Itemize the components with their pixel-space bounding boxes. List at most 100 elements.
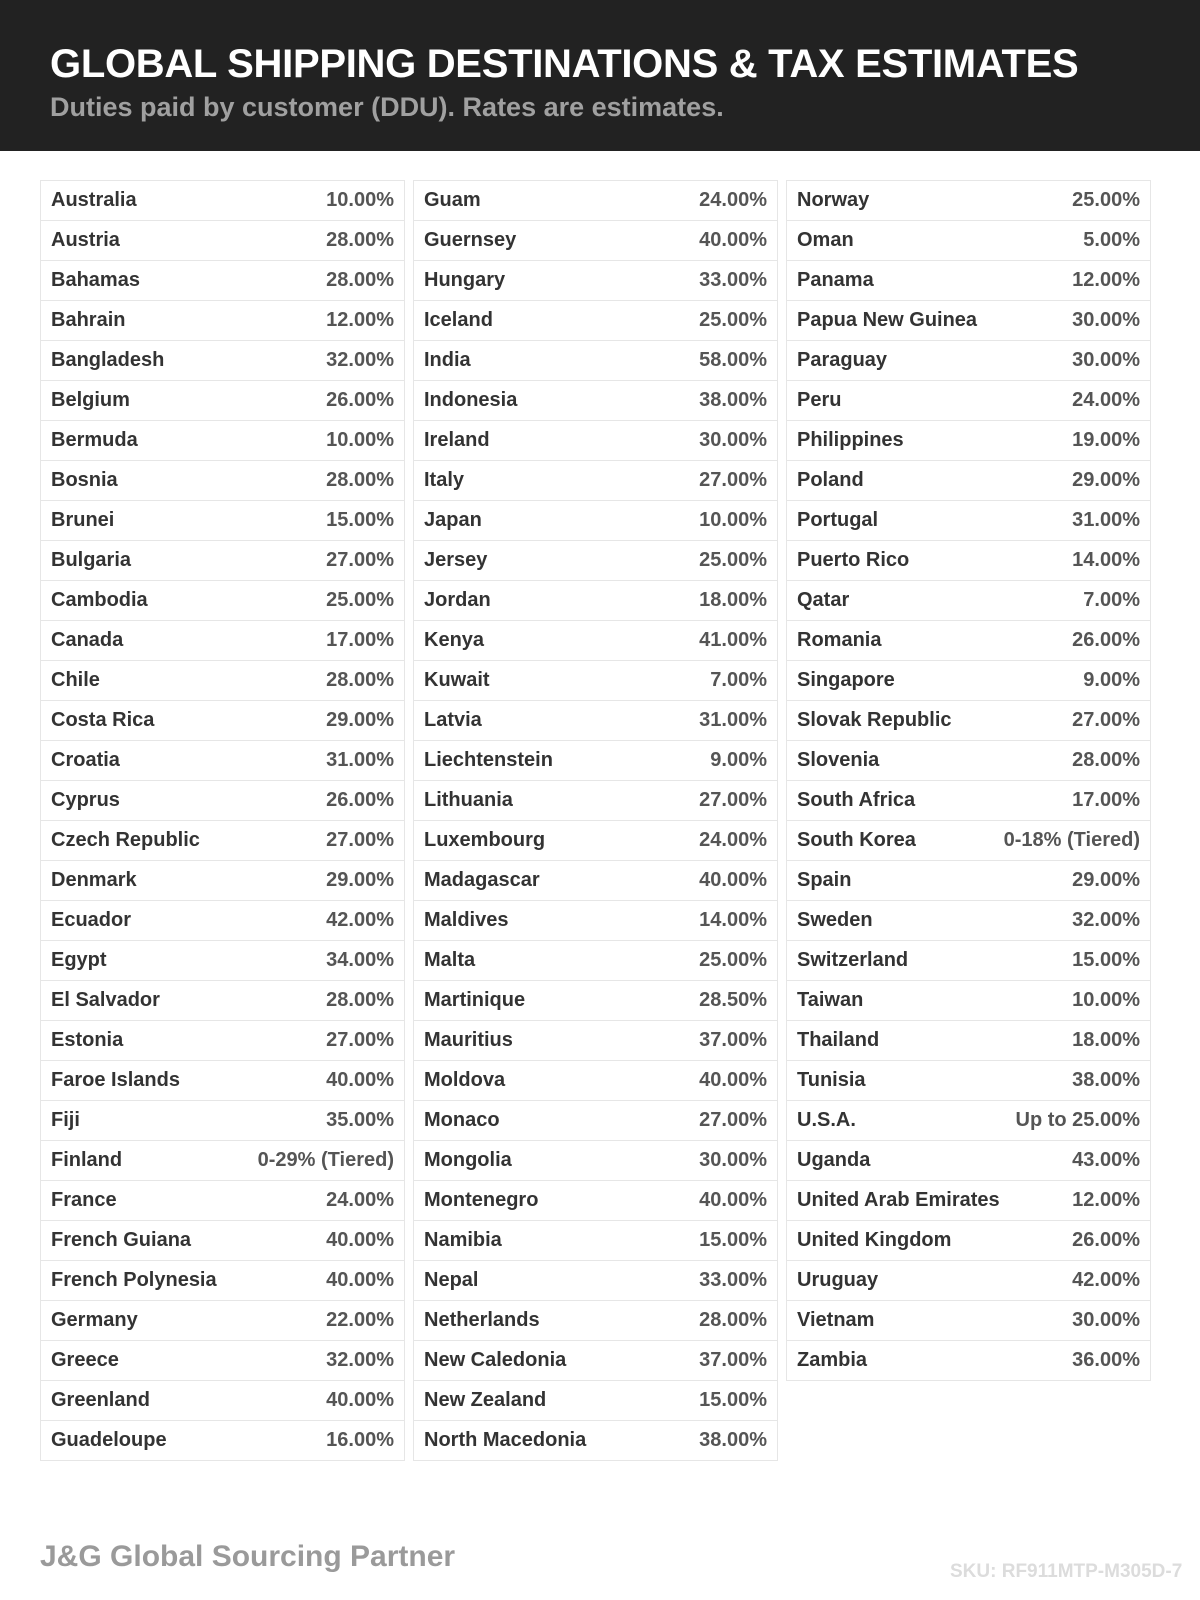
table-row: Finland 0-29% (Tiered)	[41, 1141, 404, 1181]
tax-rate: 30.00%	[699, 1149, 767, 1171]
tax-rate: 42.00%	[326, 909, 394, 931]
country-name: Papua New Guinea	[797, 309, 978, 331]
tax-rate: 25.00%	[699, 949, 767, 971]
country-name: Lithuania	[424, 789, 513, 811]
country-name: Kenya	[424, 629, 485, 651]
country-name: Moldova	[424, 1069, 506, 1091]
country-name: Martinique	[424, 989, 526, 1011]
tax-rate: 25.00%	[326, 589, 394, 611]
tax-rate: 15.00%	[699, 1229, 767, 1251]
country-name: Romania	[797, 629, 882, 651]
tax-rate: 36.00%	[1072, 1349, 1140, 1371]
country-name: Finland	[51, 1149, 123, 1171]
country-name: Iceland	[424, 309, 493, 331]
table-row: France 24.00%	[41, 1181, 404, 1221]
country-name: Norway	[797, 189, 870, 211]
country-name: Namibia	[424, 1229, 502, 1251]
country-name: Bulgaria	[51, 549, 132, 571]
table-row: Montenegro 40.00%	[414, 1181, 777, 1221]
country-name: Mauritius	[424, 1029, 513, 1051]
table-row: Vietnam 30.00%	[787, 1301, 1150, 1341]
country-name: Nepal	[424, 1269, 479, 1291]
table-row: Ecuador 42.00%	[41, 901, 404, 941]
tax-rate: 38.00%	[1072, 1069, 1140, 1091]
table-row: Maldives 14.00%	[414, 901, 777, 941]
tax-rate: 24.00%	[1072, 389, 1140, 411]
table-row: Latvia 31.00%	[414, 701, 777, 741]
country-name: Canada	[51, 629, 124, 651]
country-name: Luxembourg	[424, 829, 546, 851]
country-name: Greece	[51, 1349, 119, 1371]
tax-rate: 27.00%	[699, 469, 767, 491]
table-row: Namibia 15.00%	[414, 1221, 777, 1261]
tax-rate: 40.00%	[326, 1069, 394, 1091]
tax-rate: 28.00%	[1072, 749, 1140, 771]
country-name: Brunei	[51, 509, 115, 531]
country-name: Japan	[424, 509, 482, 531]
table-row: Brunei 15.00%	[41, 501, 404, 541]
country-name: Guam	[424, 189, 481, 211]
table-row: Portugal 31.00%	[787, 501, 1150, 541]
tax-rate: 40.00%	[699, 1069, 767, 1091]
tax-rate: 31.00%	[1072, 509, 1140, 531]
table-row: Cambodia 25.00%	[41, 581, 404, 621]
country-name: Switzerland	[797, 949, 909, 971]
table-row: Jersey 25.00%	[414, 541, 777, 581]
tax-rate: 28.00%	[326, 989, 394, 1011]
table-row: Uruguay 42.00%	[787, 1261, 1150, 1301]
country-name: Spain	[797, 869, 852, 891]
tax-rate: 27.00%	[326, 549, 394, 571]
country-name: El Salvador	[51, 989, 160, 1011]
table-row: Slovenia 28.00%	[787, 741, 1150, 781]
country-name: South Africa	[797, 789, 916, 811]
table-row: Taiwan 10.00%	[787, 981, 1150, 1021]
country-name: Mongolia	[424, 1149, 512, 1171]
table-row: Mauritius 37.00%	[414, 1021, 777, 1061]
tax-rate: 18.00%	[699, 589, 767, 611]
country-name: Guadeloupe	[51, 1429, 167, 1451]
rates-column-1: Australia 10.00% Austria 28.00% Bahamas 28.00…	[40, 180, 405, 1461]
tax-rate: 32.00%	[1072, 909, 1140, 931]
country-name: Ireland	[424, 429, 490, 451]
tax-rate: 27.00%	[1072, 709, 1140, 731]
tax-rate: 12.00%	[1072, 269, 1140, 291]
table-row: Italy 27.00%	[414, 461, 777, 501]
country-name: Uganda	[797, 1149, 871, 1171]
tax-rate: 26.00%	[1072, 1229, 1140, 1251]
tax-rate: 26.00%	[1072, 629, 1140, 651]
country-name: Peru	[797, 389, 842, 411]
country-name: Singapore	[797, 669, 895, 691]
table-row: Ireland 30.00%	[414, 421, 777, 461]
tax-rate: 24.00%	[699, 189, 767, 211]
table-row: Kenya 41.00%	[414, 621, 777, 661]
table-row: French Polynesia 40.00%	[41, 1261, 404, 1301]
tax-rate: Up to 25.00%	[1015, 1109, 1140, 1131]
country-name: New Zealand	[424, 1389, 547, 1411]
country-name: U.S.A.	[797, 1109, 856, 1131]
table-row: South Korea 0-18% (Tiered)	[787, 821, 1150, 861]
country-name: Cyprus	[51, 789, 120, 811]
table-row: Canada 17.00%	[41, 621, 404, 661]
page-subtitle: Duties paid by customer (DDU). Rates are…	[50, 92, 724, 122]
table-row: Luxembourg 24.00%	[414, 821, 777, 861]
country-name: Liechtenstein	[424, 749, 553, 771]
country-name: Vietnam	[797, 1309, 875, 1331]
tax-rate: 37.00%	[699, 1029, 767, 1051]
tax-rate: 10.00%	[326, 189, 394, 211]
tax-rate: 40.00%	[699, 1189, 767, 1211]
tax-rate: 35.00%	[326, 1109, 394, 1131]
country-name: Chile	[51, 669, 100, 691]
tax-rate: 40.00%	[326, 1269, 394, 1291]
country-name: Greenland	[51, 1389, 150, 1411]
tax-rate: 10.00%	[1072, 989, 1140, 1011]
tax-rate: 7.00%	[710, 669, 767, 691]
country-name: Bosnia	[51, 469, 118, 491]
tax-rate: 32.00%	[326, 349, 394, 371]
table-row: Bangladesh 32.00%	[41, 341, 404, 381]
country-name: Guernsey	[424, 229, 517, 251]
table-row: Tunisia 38.00%	[787, 1061, 1150, 1101]
tax-rate: 25.00%	[699, 309, 767, 331]
table-row: Hungary 33.00%	[414, 261, 777, 301]
table-row: United Kingdom 26.00%	[787, 1221, 1150, 1261]
tax-rate: 37.00%	[699, 1349, 767, 1371]
